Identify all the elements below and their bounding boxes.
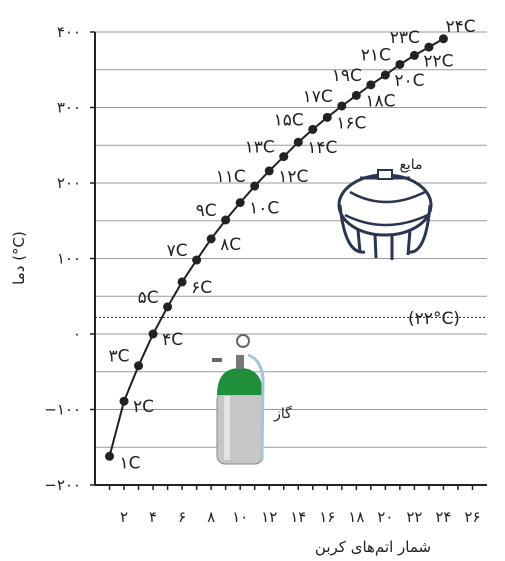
gas-label: گاز	[273, 405, 292, 422]
y-axis-ticks: −۲۰۰ −۱۰۰ ۰ ۱۰۰ ۲۰۰ ۳۰۰ ۴۰۰	[44, 23, 95, 494]
point-label: ۱۴C	[307, 138, 337, 158]
data-point	[206, 234, 216, 244]
x-tick-label: ۸	[207, 508, 215, 526]
data-point	[119, 396, 129, 406]
x-axis-title: شمار اتم‌های کربن	[315, 538, 431, 556]
x-tick-label: ۲۰	[377, 508, 393, 526]
y-tick-label: ۱۰۰	[57, 250, 81, 268]
data-point	[250, 181, 260, 191]
point-label: ۱۰C	[249, 199, 279, 219]
data-point	[380, 70, 390, 80]
data-point	[235, 198, 245, 208]
x-tick-label: ۱۴	[290, 508, 306, 526]
data-point	[163, 302, 173, 312]
x-tick-label: ۶	[178, 508, 186, 526]
point-label: ۵C	[138, 288, 159, 308]
grid-lines	[95, 31, 487, 448]
point-label: ۸C	[220, 235, 241, 255]
data-point	[351, 90, 361, 100]
y-tick-label: ۳۰۰	[57, 99, 81, 117]
point-label: ۱۷C	[303, 87, 333, 107]
data-point	[192, 255, 202, 265]
data-point	[438, 34, 448, 44]
data-point	[409, 50, 419, 60]
data-point	[221, 215, 231, 225]
data-point	[308, 124, 318, 134]
data-points	[105, 34, 448, 461]
point-label: ۱۱C	[216, 167, 246, 187]
x-tick-label: ۱۶	[319, 508, 335, 526]
data-point	[264, 166, 274, 176]
point-label: ۲C	[133, 397, 154, 417]
liquid-tank-icon	[337, 169, 433, 260]
point-label: ۲۱C	[361, 45, 391, 65]
data-point	[366, 80, 376, 90]
point-label: ۴C	[162, 330, 183, 350]
point-label: ۹C	[196, 201, 217, 221]
y-tick-label: −۱۰۰	[44, 401, 81, 419]
data-point	[395, 59, 405, 69]
point-label: ۱۳C	[245, 138, 275, 158]
point-label: ۱۶C	[336, 113, 366, 133]
point-label: ۱۸C	[365, 91, 395, 111]
data-point	[322, 112, 332, 122]
point-label: ۷C	[167, 241, 188, 261]
data-point	[148, 329, 158, 339]
point-label: ۱۵C	[274, 110, 304, 130]
x-axis-ticks: ۲ ۴ ۶ ۸ ۱۰ ۱۲ ۱۴ ۱۶ ۱۸ ۲۰ ۲۲ ۲۴ ۲۶	[108, 485, 481, 526]
reference-line-label: (۲۲°C)	[408, 309, 460, 329]
x-tick-label: ۲	[120, 508, 128, 526]
gas-cylinder-icon	[212, 334, 265, 465]
point-label: ۱۲C	[278, 167, 308, 187]
point-label: ۲۰C	[394, 71, 424, 91]
point-label: ۱۹C	[332, 66, 362, 86]
x-tick-label: ۲۴	[435, 508, 451, 526]
y-tick-label: ۲۰۰	[57, 174, 81, 192]
x-tick-label: ۱۸	[348, 508, 364, 526]
point-label: ۲۴C	[445, 17, 475, 37]
point-label: ۲۲C	[423, 51, 453, 71]
data-point	[337, 101, 347, 111]
data-point	[105, 451, 115, 461]
point-label: ۳C	[109, 347, 130, 367]
point-label: ۲۳C	[390, 28, 420, 48]
point-label: ۶C	[191, 278, 212, 298]
x-tick-label: ۲۶	[464, 508, 480, 526]
data-point	[293, 137, 303, 147]
data-point	[177, 277, 187, 287]
liquid-label: مایع	[399, 157, 422, 173]
x-tick-label: ۱۲	[261, 508, 277, 526]
x-tick-label: ۴	[149, 508, 157, 526]
data-point	[279, 152, 289, 162]
data-point	[134, 361, 144, 371]
point-label: ۱C	[120, 453, 141, 473]
y-tick-label: ۰	[73, 325, 81, 343]
y-tick-label: ۴۰۰	[57, 23, 81, 41]
y-tick-label: −۲۰۰	[44, 476, 81, 494]
x-tick-label: ۱۰	[232, 508, 248, 526]
x-tick-label: ۲۲	[406, 508, 422, 526]
data-point	[424, 42, 434, 52]
y-axis-title: دما (°C)	[10, 231, 28, 285]
